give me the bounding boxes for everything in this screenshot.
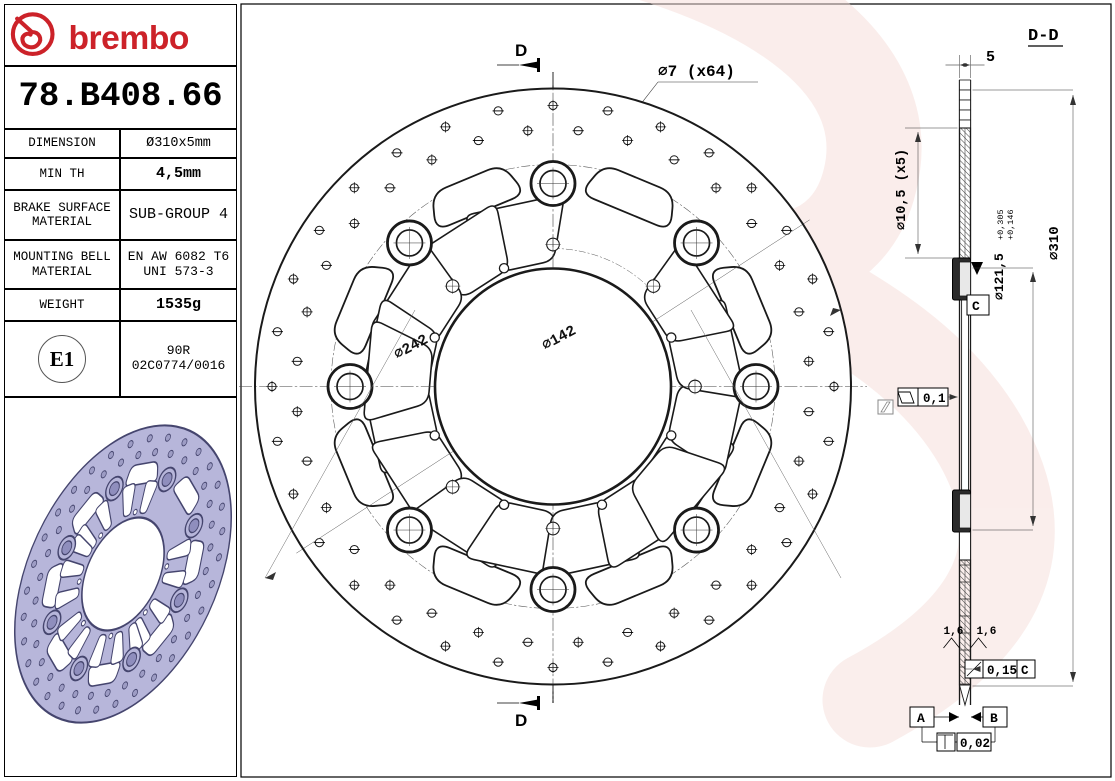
svg-text:D: D	[515, 41, 527, 60]
svg-text:A: A	[917, 711, 925, 726]
svg-text:+0,305: +0,305	[996, 209, 1006, 240]
svg-text:C: C	[972, 299, 980, 314]
svg-text:0,02: 0,02	[960, 737, 990, 751]
svg-text:1,6: 1,6	[977, 626, 997, 638]
svg-text:⌀7 (x64): ⌀7 (x64)	[658, 63, 735, 81]
svg-text:brembo: brembo	[68, 20, 189, 57]
svg-text:5: 5	[986, 49, 995, 66]
svg-text:⌀10,5 (x5): ⌀10,5 (x5)	[895, 149, 910, 230]
svg-text:⌀121,5: ⌀121,5	[992, 253, 1007, 300]
svg-text:D-D: D-D	[1028, 27, 1059, 46]
svg-text:C: C	[1021, 664, 1029, 678]
svg-text:+0,146: +0,146	[1006, 209, 1016, 240]
svg-text:1,6: 1,6	[944, 626, 964, 638]
svg-text:B: B	[990, 711, 998, 726]
svg-text:0,15: 0,15	[987, 664, 1017, 678]
svg-text:D: D	[515, 711, 527, 730]
svg-text:0,1: 0,1	[923, 392, 946, 406]
svg-text:⌀310: ⌀310	[1047, 226, 1063, 260]
